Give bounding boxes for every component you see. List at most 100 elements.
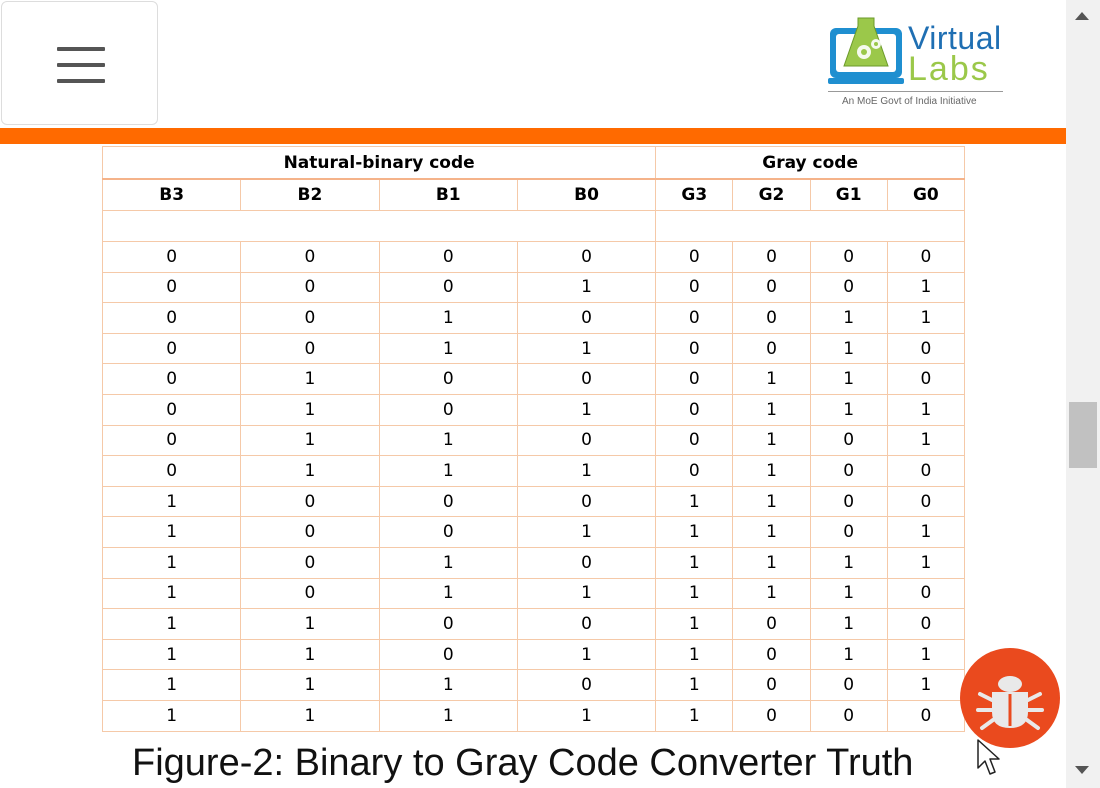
group-header-binary: Natural-binary code [101,146,657,180]
table-cell: 0 [101,393,242,426]
table-cell: 1 [809,332,888,365]
table-cell: 1 [655,699,734,732]
table-cell: 1 [516,271,657,304]
table-cell: 1 [886,424,966,457]
table-cell: 0 [732,638,811,671]
table-cell: 1 [655,546,734,579]
table-cell: 1 [240,699,380,732]
mouse-cursor-icon [977,739,1000,775]
table-cell: 1 [809,608,888,640]
table-cell: 1 [732,516,811,548]
table-cell: 1 [886,302,966,334]
truth-table: Natural-binary code Gray code B3 B2 B1 B0 G3… [101,146,966,732]
table-cell: 0 [809,669,888,701]
table-cell: 0 [732,332,811,365]
table-cell: 1 [655,485,734,518]
table-cell: 0 [378,485,518,518]
table-cell: 1 [378,332,518,365]
table-cell: 1 [101,638,242,671]
table-cell: 1 [516,699,657,732]
table-cell: 0 [809,455,888,487]
table-cell: 0 [240,516,380,548]
table-cell: 0 [240,271,380,304]
table-cell: 0 [655,393,734,426]
table-cell: 0 [378,638,518,671]
table-cell: 0 [886,577,966,610]
table-cell: 1 [516,638,657,671]
table-cell: 0 [732,302,811,334]
column-header-row: B3 B2 B1 B0 G3 G2 G1 G0 [101,178,966,211]
table-cell: 1 [886,546,966,579]
table-cell: 0 [101,332,242,365]
table-cell: 1 [886,393,966,426]
table-cell: 1 [101,608,242,640]
table-cell: 0 [101,455,242,487]
column-header-g2: G2 [732,178,811,211]
bug-icon [976,676,1044,730]
table-cell: 1 [240,669,380,701]
table-cell: 0 [240,546,380,579]
table-cell: 1 [732,424,811,457]
table-cell: 0 [655,302,734,334]
table-cell: 0 [886,241,966,273]
table-cell: 0 [809,699,888,732]
table-cell: 1 [240,393,380,426]
table-cell: 0 [378,271,518,304]
blank-row [101,210,965,242]
table-cell: 0 [101,271,242,304]
table-cell: 1 [378,424,518,457]
vertical-scrollbar[interactable] [1066,0,1100,788]
table-cell: 0 [378,363,518,395]
table-cell: 1 [886,516,966,548]
virtual-labs-logo[interactable]: Virtual Labs An MoE Govt of India Initia… [828,14,1008,114]
table-cell: 1 [101,516,242,548]
table-cell: 0 [378,608,518,640]
table-cell: 1 [378,302,518,334]
table-cell: 1 [732,455,811,487]
scrollbar-thumb[interactable] [1069,402,1097,468]
table-cell: 1 [516,455,657,487]
table-cell: 1 [240,424,380,457]
scroll-down-arrow-icon[interactable] [1075,766,1089,774]
table-cell: 0 [886,332,966,365]
scroll-up-arrow-icon[interactable] [1075,12,1089,20]
table-cell: 1 [809,546,888,579]
table-cell: 1 [809,393,888,426]
flask-monitor-icon [828,17,904,84]
blank-cell [655,210,965,242]
header-accent-bar [0,128,1066,144]
logo-tagline: An MoE Govt of India Initiative [842,96,977,107]
table-cell: 0 [101,302,242,334]
blank-cell [101,210,657,242]
bug-report-button[interactable] [960,648,1060,748]
table-cell: 1 [378,699,518,732]
hamburger-menu-button[interactable] [1,1,158,125]
column-header-b3: B3 [101,178,242,211]
table-cell: 1 [886,271,966,304]
table-cell: 0 [655,363,734,395]
table-cell: 1 [101,669,242,701]
table-cell: 1 [516,393,657,426]
table-cell: 1 [732,546,811,579]
table-cell: 0 [732,271,811,304]
table-cell: 0 [886,699,966,732]
table-cell: 1 [809,302,888,334]
table-cell: 1 [101,546,242,579]
table-cell: 0 [516,608,657,640]
table-cell: 0 [378,393,518,426]
table-cell: 0 [516,241,657,273]
column-header-b2: B2 [240,178,380,211]
table-cell: 0 [516,669,657,701]
table-cell: 1 [886,669,966,701]
